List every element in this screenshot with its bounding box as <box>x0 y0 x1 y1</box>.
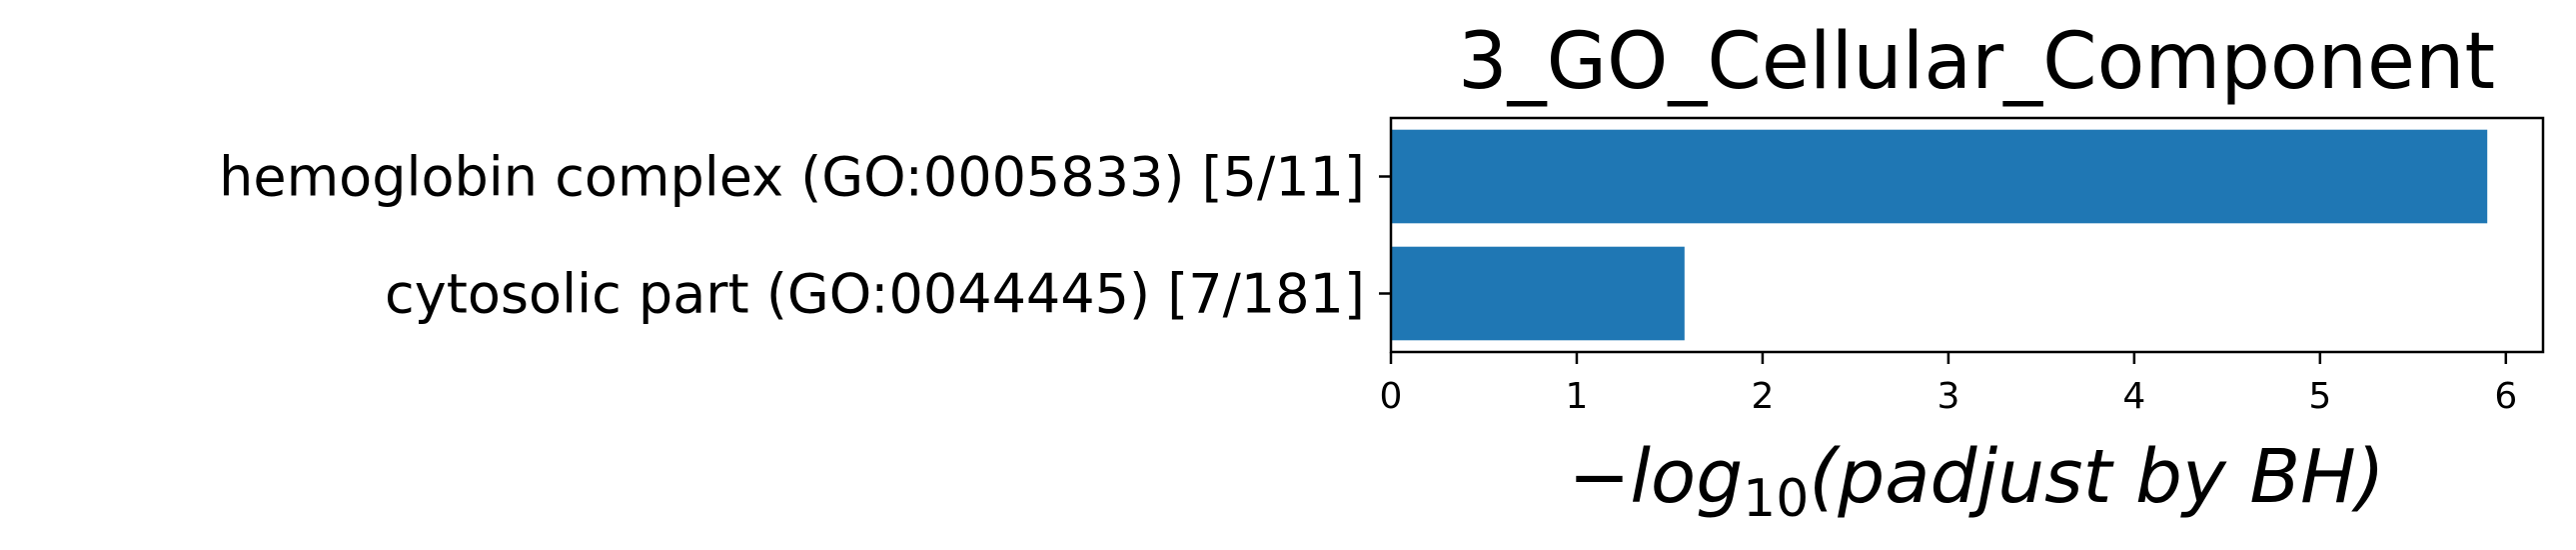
plot-frame <box>1389 116 2545 354</box>
x-tick-label: 2 <box>1751 376 1774 417</box>
x-tick-label: 0 <box>1380 376 1403 417</box>
x-tick-label: 3 <box>1936 376 1959 417</box>
x-axis-label: −log10(padjust by BH) <box>1568 434 2384 529</box>
x-axis-label-prefix: − <box>1568 434 1630 520</box>
x-ticks: 0 1 2 3 4 5 6 <box>1380 352 2517 417</box>
x-tick-label: 5 <box>2308 376 2331 417</box>
x-axis-label-subscript: 10 <box>1743 469 1809 529</box>
x-tick-label: 1 <box>1566 376 1589 417</box>
bar <box>1391 129 2488 224</box>
x-tick-label: 4 <box>2122 376 2145 417</box>
bars-layer <box>1391 129 2488 341</box>
y-tick-label: cytosolic part (GO:0044445) [7/181] <box>385 263 1365 326</box>
chart-title: 3_GO_Cellular_Component <box>1458 17 2495 107</box>
x-axis-label-body: (padjust by BH) <box>1809 434 2384 520</box>
x-tick-label: 6 <box>2494 376 2517 417</box>
bar <box>1391 246 1685 341</box>
y-tick-label: hemoglobin complex (GO:0005833) [5/11] <box>219 146 1365 209</box>
x-axis-label-log: log <box>1630 434 1743 520</box>
y-tick-labels: hemoglobin complex (GO:0005833) [5/11] cy… <box>219 146 1391 326</box>
